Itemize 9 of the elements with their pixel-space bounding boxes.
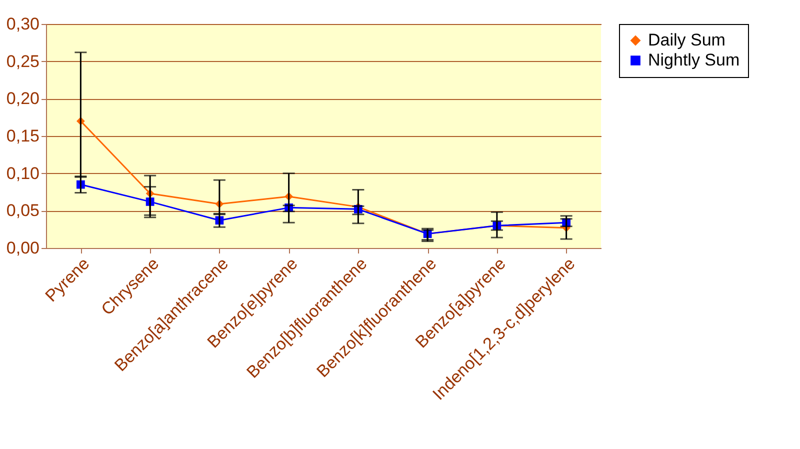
legend-label: Nightly Sum (648, 50, 740, 70)
legend-label: Daily Sum (648, 30, 726, 50)
y-tick-label: 0,20 (6, 89, 40, 108)
y-tick-label: 0,30 (6, 14, 40, 34)
y-tick-label: 0,05 (6, 201, 40, 220)
y-tick-label: 0,10 (6, 164, 40, 183)
y-tick-label: 0,25 (6, 52, 40, 71)
y-tick-label: 0,00 (6, 238, 40, 258)
y-tick-label: 0,15 (6, 126, 40, 146)
